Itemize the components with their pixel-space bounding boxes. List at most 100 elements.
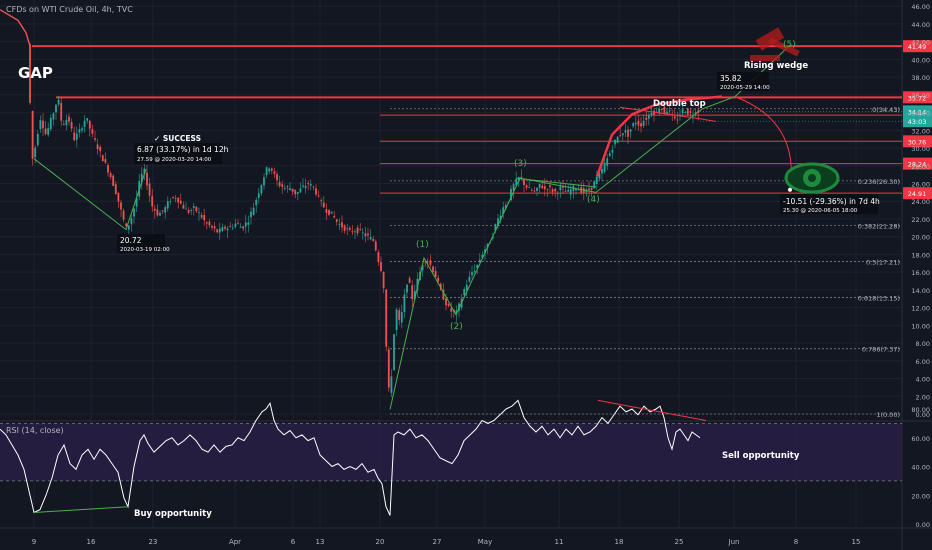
candle-body <box>525 185 528 188</box>
price-tick-label: 6.00 <box>916 358 930 366</box>
candle-body <box>213 226 216 229</box>
rsi-sell-trendline <box>597 399 707 422</box>
candle-body <box>372 238 375 241</box>
candle-body <box>330 211 333 214</box>
candle-body <box>224 226 226 229</box>
candle-body <box>403 294 406 313</box>
candle-body <box>161 210 164 212</box>
candle-body <box>356 227 359 234</box>
candle-body <box>455 310 458 315</box>
price-tick-label: 42.00 <box>911 39 930 47</box>
candle-body <box>203 215 206 221</box>
candle-body <box>237 223 239 225</box>
price-tick-label: 8.00 <box>916 340 930 348</box>
candle-body <box>497 218 499 226</box>
candle-body <box>36 133 39 146</box>
candle-body <box>442 289 445 300</box>
candle-body <box>559 186 562 191</box>
candle-body <box>234 223 237 227</box>
price-tick-label: 28.00 <box>911 163 930 171</box>
candle-body <box>413 290 416 300</box>
candle-body <box>260 185 263 194</box>
low-box-sub: 2020-03-19 02:00 <box>120 247 170 253</box>
price-tick-label: 34.00 <box>911 110 930 118</box>
candle-body <box>114 184 117 194</box>
current-price-text: 34.14 <box>908 108 927 116</box>
candle-body <box>218 228 221 233</box>
candle-body <box>135 197 138 207</box>
candle-body <box>556 192 559 194</box>
candle-body <box>177 197 180 203</box>
candle-body <box>322 202 325 208</box>
candle-body <box>494 224 497 231</box>
price-tick-label: 0.00 <box>916 411 930 419</box>
candle-body <box>205 222 208 224</box>
candle-body <box>601 168 603 174</box>
candle-body <box>406 284 408 293</box>
candle-body <box>520 176 523 178</box>
candle-body <box>588 188 590 191</box>
candle-body <box>361 232 364 234</box>
fib-label: 0.5(17.21) <box>866 258 900 266</box>
candle-body <box>289 188 291 191</box>
candle-body <box>658 108 661 114</box>
price-axis[interactable]: 0.00 2.00 4.00 6.00 8.00 10.00 12.00 14.00 16.00… <box>911 3 930 529</box>
candle-body <box>244 222 247 227</box>
candle-body <box>359 228 362 230</box>
candle-body <box>257 193 260 198</box>
candle-body <box>637 120 640 126</box>
rsi-tick-label: 60.00 <box>911 435 930 443</box>
candle-body <box>91 129 94 134</box>
rsi-tick-label: 40.00 <box>911 464 930 472</box>
candle-body <box>335 219 338 222</box>
success-box <box>134 143 222 164</box>
candle-body <box>73 132 76 141</box>
candle-body <box>624 130 627 133</box>
candle-body <box>281 184 284 187</box>
candle-body <box>268 168 271 172</box>
candle-body <box>65 119 68 126</box>
candle-body <box>198 212 200 214</box>
candle-body <box>354 231 356 233</box>
fib-label: 0.618(13.15) <box>858 294 900 302</box>
candle-body <box>499 215 502 220</box>
candle-body <box>530 189 533 191</box>
candle-body <box>408 278 411 283</box>
candle-body <box>312 186 315 188</box>
candle-body <box>541 185 544 189</box>
candle-body <box>424 261 427 263</box>
candle-body <box>296 192 299 194</box>
candle-body <box>307 183 310 185</box>
candle-body <box>239 226 242 228</box>
candle-body <box>377 252 380 262</box>
candle-body <box>528 187 531 189</box>
candle-body <box>606 158 609 166</box>
wave-label-4: (4) <box>587 195 600 205</box>
candle-body <box>642 120 645 126</box>
candle-body <box>304 185 307 189</box>
candle-body <box>216 229 219 233</box>
candle-body <box>627 129 629 137</box>
target-box-sub: 25.30 @ 2020-06-05 18:00 <box>783 208 858 214</box>
candle-body <box>666 111 668 115</box>
candle-body <box>299 188 302 193</box>
candle-body <box>143 168 146 174</box>
candle-body <box>127 225 130 230</box>
drawings[interactable] <box>33 27 840 410</box>
rsi-tick-label: 0.00 <box>916 521 930 529</box>
price-tick-label: 40.00 <box>911 56 930 64</box>
time-tick-label: May <box>478 538 492 546</box>
price-tick-label: 12.00 <box>911 305 930 313</box>
candle-body <box>94 138 96 140</box>
candle-body <box>120 202 122 210</box>
time-tick-label: 20 <box>376 538 385 546</box>
time-axis[interactable]: 9 16 23 Apr 6 13 20 27 May 11 18 25 Jun 8 15 <box>32 538 861 546</box>
candle-body <box>166 201 169 209</box>
candle-body <box>465 284 468 291</box>
candle-body <box>484 249 486 254</box>
rsi-band-fill <box>0 423 902 481</box>
candle-body <box>369 237 372 240</box>
time-tick-label: 6 <box>291 538 296 546</box>
